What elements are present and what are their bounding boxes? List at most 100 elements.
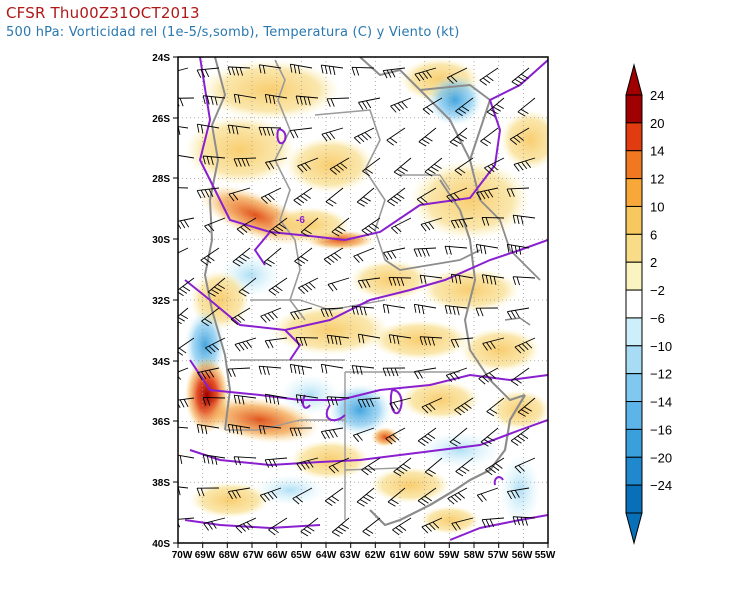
colorbar-label: −12: [650, 367, 672, 382]
wind-barb: [361, 217, 381, 236]
wind-barb: [413, 303, 437, 315]
lon-label: 68W: [219, 550, 240, 561]
wind-barb: [290, 307, 313, 321]
wind-barb: [300, 217, 319, 237]
wind-barb: [510, 367, 530, 386]
wind-barb: [476, 187, 499, 201]
colorbar-box: [625, 456, 643, 486]
wind-barb: [178, 67, 189, 72]
wind-barb: [450, 217, 474, 229]
colorbar-box: [625, 178, 643, 207]
wind-barb: [268, 517, 288, 536]
wind-barb: [196, 487, 220, 497]
wind-barb: [258, 425, 282, 435]
map-field: -6: [178, 57, 548, 543]
colorbar-label: 14: [650, 144, 664, 159]
wind-barb: [297, 157, 319, 173]
wind-barb: [294, 247, 313, 267]
wind-barb: [517, 397, 536, 417]
wind-barb: [298, 277, 319, 294]
wind-barb: [200, 247, 220, 266]
wind-barb: [424, 157, 443, 177]
lon-label: 62W: [365, 550, 386, 561]
wind-barb: [486, 397, 505, 417]
lon-label: 59W: [439, 550, 460, 561]
colorbar-labels: 24 20 14 12 10 6 2 −2 −6 −10 −12 −14 −16 −20 −24: [650, 88, 672, 493]
colorbar-label: 10: [650, 199, 664, 214]
wind-barb: [236, 217, 257, 235]
wind-barb: [323, 247, 344, 265]
wind-barb: [445, 367, 468, 383]
wind-barb: [481, 217, 505, 226]
wind-barb: [506, 487, 530, 500]
wind-barb: [481, 274, 505, 285]
wind-barb: [258, 365, 282, 376]
colorbar-box: [625, 150, 643, 180]
wind-barb: [455, 97, 474, 117]
colorbar-label: −2: [650, 283, 665, 298]
colorbar-box: [625, 373, 643, 403]
wind-barb: [476, 487, 499, 503]
colorbar-box: [625, 401, 643, 430]
wind-barb: [478, 367, 499, 385]
lat-label: 26S: [152, 114, 170, 125]
colorbar-box: [625, 261, 643, 291]
wind-barb: [268, 277, 288, 296]
wind-barb: [510, 427, 530, 446]
wind-barb: [178, 277, 195, 297]
lon-label: 64W: [316, 550, 337, 561]
wind-barb: [356, 487, 375, 507]
wind-barb: [446, 187, 468, 203]
lat-label: 34S: [152, 357, 170, 368]
wind-barb: [289, 427, 313, 437]
wind-barb: [481, 517, 505, 528]
wind-barb: [479, 67, 499, 86]
wind-barb: [382, 304, 406, 314]
wind-barb: [475, 244, 499, 255]
wind-barb: [512, 276, 536, 286]
wind-barb: [324, 487, 344, 506]
wind-barb: [513, 157, 536, 172]
wind-barb: [227, 124, 251, 135]
colorbar-box: [625, 345, 643, 375]
lon-label: 57W: [488, 550, 509, 561]
wind-barb: [351, 66, 375, 76]
wind-barb: [421, 397, 443, 414]
wind-barb: [293, 187, 313, 206]
wind-barb: [424, 457, 443, 477]
wind-barb: [331, 217, 350, 237]
wind-barb: [361, 457, 381, 476]
wind-barb: [233, 394, 257, 405]
wind-barb: [320, 307, 344, 318]
wind-barb: [353, 127, 375, 144]
latitude-axis: 24S 26S 28S 30S 32S 34S 36S 38S 40S: [152, 53, 178, 550]
wind-barb: [393, 457, 412, 477]
lat-label: 36S: [152, 417, 170, 428]
wind-barb: [389, 397, 412, 411]
wind-barb: [260, 307, 282, 323]
wind-barb: [357, 277, 381, 289]
colorbar-box: [625, 317, 643, 347]
wind-barb: [258, 126, 282, 136]
wind-barb: [178, 97, 195, 107]
wind-barb: [296, 457, 319, 471]
colorbar-label: 20: [650, 116, 664, 131]
wind-barb: [444, 305, 468, 316]
wind-barb: [387, 187, 406, 207]
wind-barb: [449, 127, 468, 147]
wind-barb: [331, 517, 350, 537]
wind-barb: [300, 517, 319, 537]
wind-barb: [419, 274, 443, 285]
wind-barb: [233, 456, 257, 466]
wind-barb: [289, 364, 313, 375]
lat-label: 24S: [152, 53, 170, 64]
wind-barb: [178, 517, 195, 528]
wind-barb: [227, 423, 251, 435]
wind-barb: [197, 367, 220, 381]
colorbar-label: 24: [650, 88, 664, 103]
lon-label: 56W: [512, 550, 533, 561]
wind-barb: [265, 157, 288, 170]
wind-barb: [201, 307, 220, 327]
